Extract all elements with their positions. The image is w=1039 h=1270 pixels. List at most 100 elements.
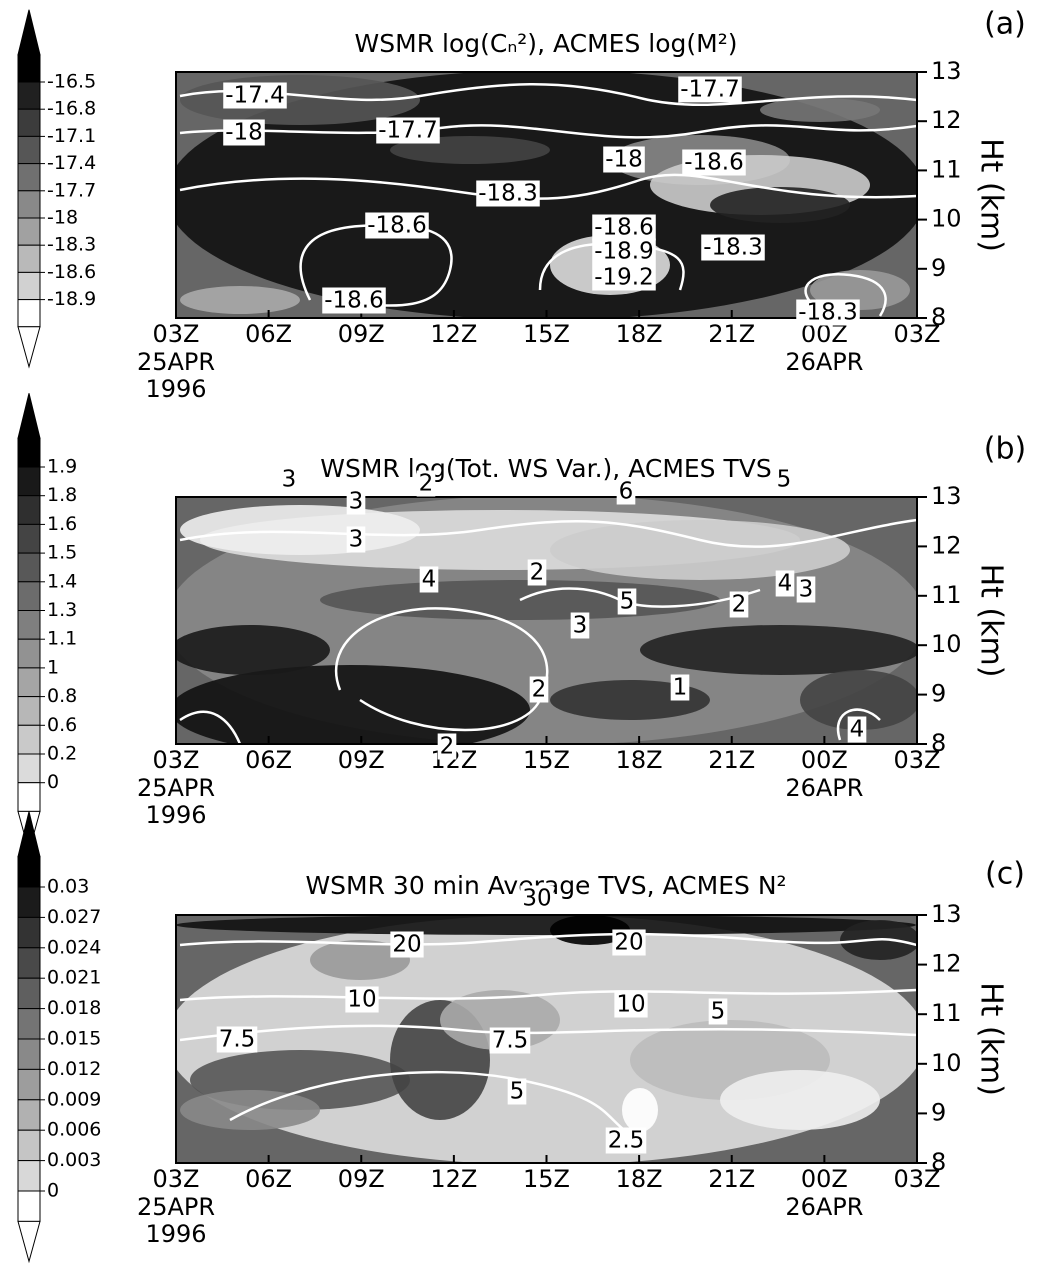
colorbar-bin: [17, 724, 41, 755]
contour-label-box: [419, 566, 439, 593]
contour-label: 3: [349, 489, 364, 515]
date-label: 26APR: [785, 1193, 863, 1221]
contour-line: [179, 932, 917, 947]
contour-label: 10: [347, 987, 376, 1013]
contour-label: 30: [522, 886, 551, 912]
contour-label: 7.5: [219, 1027, 256, 1053]
field-shade: [800, 670, 917, 730]
colorbar-label: 0.8: [47, 685, 77, 707]
contour-label: -18.3: [703, 235, 763, 261]
contour-label-box: [507, 1078, 527, 1105]
contour-label-box: [489, 1027, 531, 1054]
contour-label: -18.6: [684, 150, 744, 176]
field: [176, 915, 917, 1163]
field-shade: [640, 625, 917, 675]
x-tick-label: 03Z: [153, 1165, 200, 1193]
y-axis-label: Ht (km): [974, 138, 1009, 252]
contour-label-box: [592, 238, 656, 265]
contour-label-box: [701, 234, 765, 261]
contour-label-box: [390, 931, 424, 958]
contour-label: 6: [619, 479, 634, 505]
colorbar-bin: [17, 667, 41, 698]
y-tick-label: 12: [931, 531, 962, 559]
colorbar-label: -18.6: [47, 261, 96, 283]
y-tick-label: 8: [931, 303, 946, 331]
colorbar-label: -18.9: [47, 288, 96, 310]
colorbar-bin: [17, 437, 41, 468]
contour-label: 10: [616, 992, 645, 1018]
contour-line: [179, 124, 917, 139]
colorbar-label: 0.021: [47, 967, 101, 989]
chart-title: WSMR log(Tot. WS Var.), ACMES TVS: [320, 454, 772, 483]
contour-label: 4: [778, 571, 793, 597]
contour-label-box: [570, 612, 590, 639]
x-tick-label: 15Z: [523, 1165, 570, 1193]
field-shade: [550, 915, 630, 945]
contour-label: -17.4: [225, 83, 285, 109]
x-tick-label: 03Z: [153, 320, 200, 348]
colorbar-bin: [17, 1038, 41, 1070]
field-shade: [176, 665, 530, 744]
colorbar-bin: [17, 217, 41, 246]
colorbar-bin: [17, 1129, 41, 1162]
contour-label-box: [670, 674, 690, 701]
contour-label-box: [603, 146, 645, 173]
chart-title: WSMR log(Cₙ²), ACMES log(M²): [355, 29, 738, 58]
field-shade: [180, 505, 420, 555]
y-axis-label: Ht (km): [974, 982, 1009, 1096]
contour-line: [334, 607, 549, 732]
contour-label-box: [223, 119, 265, 146]
colorbar-bin: [17, 54, 41, 83]
date-label: 26APR: [785, 348, 863, 376]
contour-label-box: [365, 212, 429, 239]
x-tick-label: 06Z: [245, 320, 292, 348]
x-tick-label: 15Z: [523, 320, 570, 348]
y-tick-label: 8: [931, 729, 946, 757]
field-shade: [180, 286, 300, 314]
field-shade: [720, 1070, 880, 1130]
colorbar-bin: [17, 947, 41, 979]
colorbar-bin: [17, 135, 41, 165]
colorbar-cap: [17, 393, 41, 439]
contour-label: 2: [732, 592, 747, 618]
contour-label: 5: [510, 1079, 525, 1105]
colorbar-cap: [17, 9, 41, 56]
contour-label: 5: [711, 999, 726, 1025]
colorbar-label: 1.6: [47, 513, 77, 535]
contour-label-box: [223, 82, 287, 109]
contour-label-box: [612, 929, 646, 956]
y-tick-label: 10: [931, 1049, 962, 1077]
colorbar-bin: [17, 523, 41, 554]
colorbar-bin: [17, 1099, 41, 1131]
y-axis-label: Ht (km): [974, 564, 1009, 678]
x-tick-label: 09Z: [338, 320, 385, 348]
contour-label-box: [592, 214, 656, 241]
contour-label-box: [682, 149, 746, 176]
colorbar-label: 1.4: [47, 570, 77, 592]
colorbar-bin: [17, 782, 41, 812]
colorbar-bin: [17, 163, 41, 192]
contour-line: [804, 272, 887, 317]
contour-label: 3: [282, 467, 297, 493]
contour-label: -17.7: [378, 118, 438, 144]
contour-label: 2.5: [608, 1128, 645, 1154]
contour-label: 2: [440, 734, 455, 760]
x-tick-label: 21Z: [708, 320, 755, 348]
contour-label-box: [520, 885, 554, 912]
colorbar-bin: [17, 1068, 41, 1101]
contour-label: 20: [392, 932, 421, 958]
colorbar-bin: [17, 638, 41, 669]
colorbar-label: 0.03: [47, 876, 89, 898]
y-tick-label: 13: [931, 57, 962, 85]
panel-label: (b): [984, 432, 1026, 467]
contour-label-box: [476, 180, 540, 207]
contour-label-box: [416, 470, 436, 497]
contour-line: [179, 83, 917, 107]
contour-label-box: [592, 264, 656, 291]
contour-label-box: [729, 591, 749, 618]
contour-line: [179, 173, 917, 200]
colorbar-label: -16.8: [47, 98, 96, 120]
contour-label: 5: [777, 467, 792, 493]
field: [176, 497, 917, 744]
